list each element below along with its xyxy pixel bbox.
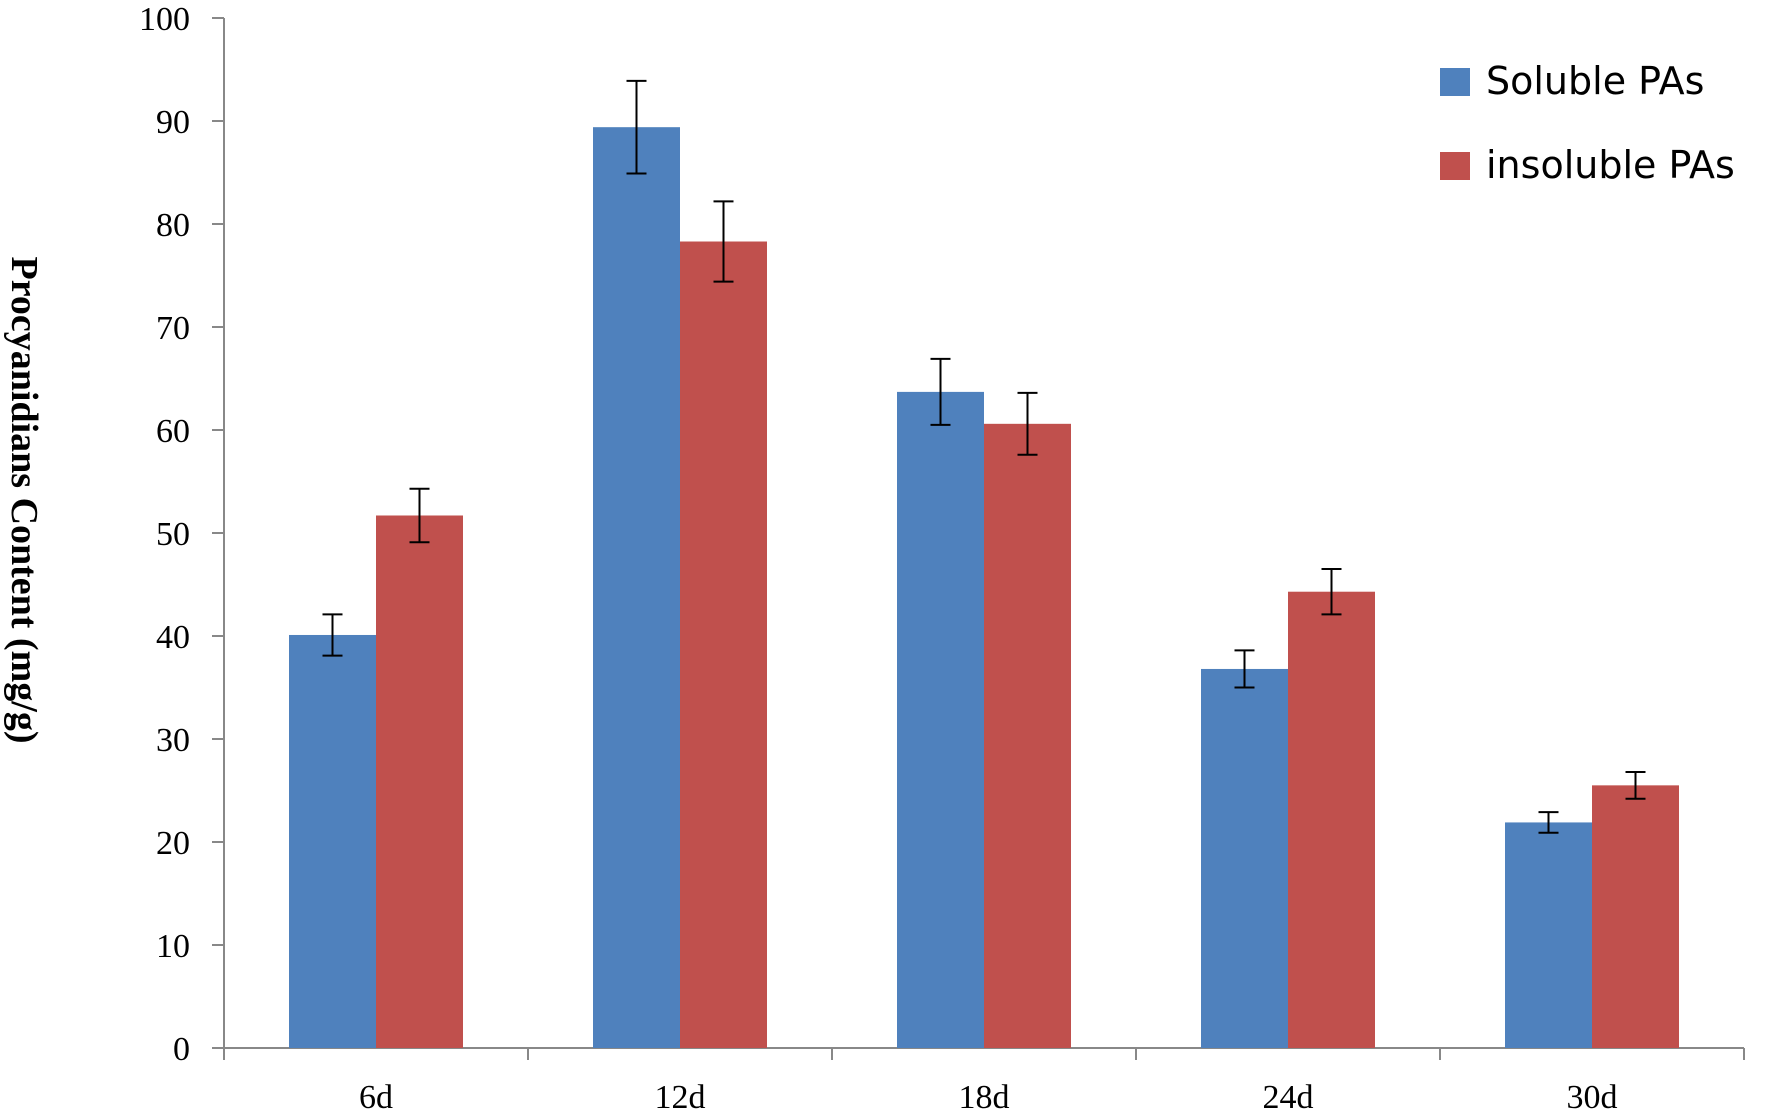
legend-swatch	[1440, 152, 1470, 180]
legend-label: Soluble PAs	[1486, 59, 1704, 103]
x-tick-labels: 6d 12d 18d 24d 30d	[359, 1079, 1618, 1114]
y-tick-label: 90	[156, 104, 190, 141]
bar-insoluble-pas-12d	[680, 241, 767, 1048]
y-tick-label: 20	[156, 825, 190, 862]
legend: Soluble PAs insoluble PAs	[1440, 59, 1735, 187]
y-tick-label: 60	[156, 413, 190, 450]
bar-insoluble-pas-6d	[376, 515, 463, 1048]
bars	[289, 127, 1679, 1049]
y-tick-labels: 0 10 20 30 40 50 60 70 80 90 100	[139, 1, 190, 1068]
x-tick-label: 24d	[1263, 1079, 1314, 1114]
bar-soluble-pas-24d	[1201, 668, 1288, 1048]
bar-insoluble-pas-30d	[1592, 785, 1679, 1048]
bar-soluble-pas-18d	[897, 391, 984, 1048]
y-tick-label: 50	[156, 516, 190, 553]
bar-soluble-pas-30d	[1505, 822, 1592, 1048]
bar-insoluble-pas-18d	[984, 423, 1071, 1048]
y-tick-label: 100	[139, 1, 190, 38]
x-tick-label: 30d	[1567, 1079, 1618, 1114]
axes	[212, 17, 1745, 1060]
y-tick-label: 10	[156, 928, 190, 965]
y-tick-label: 80	[156, 207, 190, 244]
x-tick-label: 6d	[359, 1079, 393, 1114]
y-tick-label: 0	[173, 1031, 190, 1068]
bar-soluble-pas-12d	[593, 127, 680, 1049]
x-tick-label: 18d	[959, 1079, 1010, 1114]
bar-insoluble-pas-24d	[1288, 591, 1375, 1048]
y-tick-label: 40	[156, 619, 190, 656]
y-tick-label: 70	[156, 310, 190, 347]
x-tick-label: 12d	[655, 1079, 706, 1114]
y-axis-label: Procyanidians Content (mg/g)	[3, 257, 45, 744]
legend-swatch	[1440, 68, 1470, 96]
legend-label: insoluble PAs	[1486, 143, 1735, 187]
bar-soluble-pas-6d	[289, 634, 376, 1048]
y-tick-label: 30	[156, 722, 190, 759]
error-bars	[322, 79, 1646, 834]
